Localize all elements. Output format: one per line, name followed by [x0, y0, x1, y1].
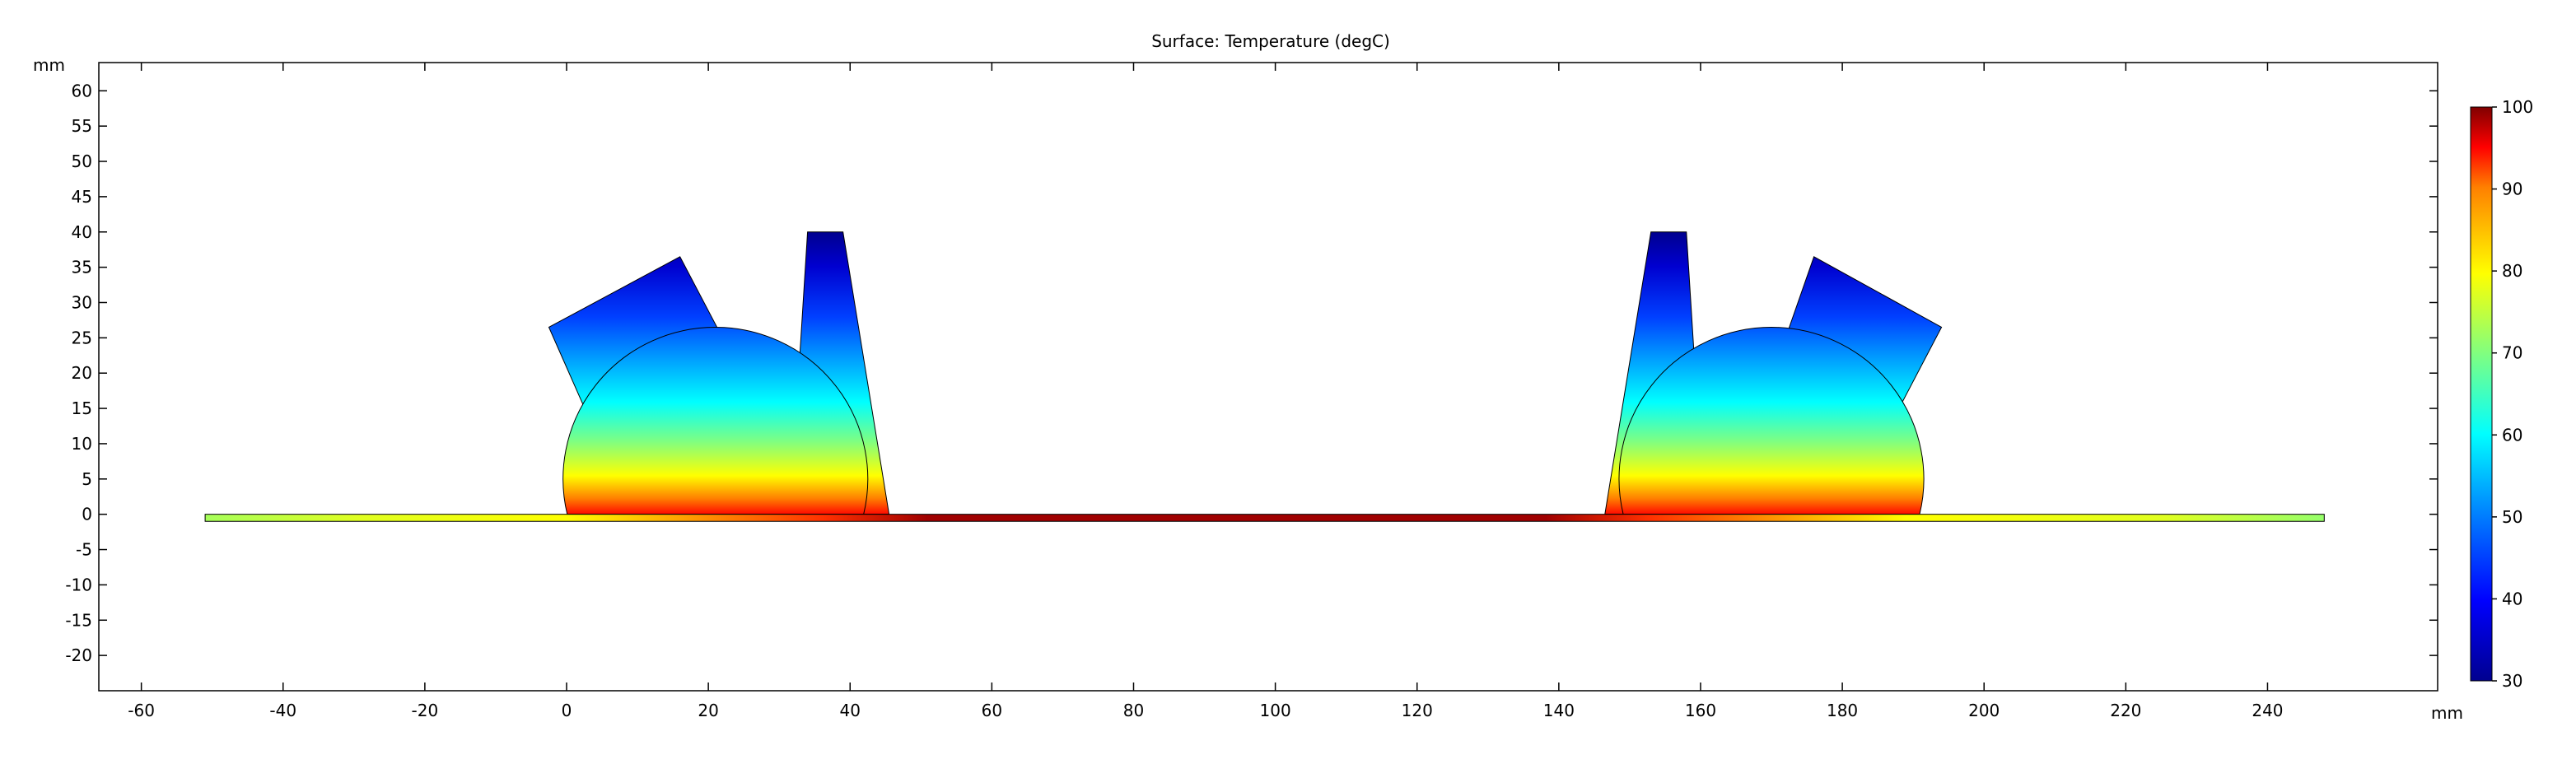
- y-tick-label: 10: [72, 434, 92, 454]
- y-tick-label: 35: [72, 258, 92, 277]
- y-tick-label: 0: [82, 505, 92, 524]
- x-tick-label: 160: [1685, 701, 1716, 720]
- colorbar-tick-label: 50: [2502, 507, 2522, 527]
- x-tick-label: 80: [1123, 701, 1144, 720]
- colorbar-tick-label: 60: [2502, 425, 2522, 445]
- y-tick-label: 60: [72, 81, 92, 100]
- y-axis-unit-label: mm: [33, 55, 65, 75]
- y-tick-label: 20: [72, 363, 92, 383]
- x-tick-label: 140: [1543, 701, 1575, 720]
- left-dome: [562, 327, 869, 515]
- x-tick-label: 120: [1402, 701, 1433, 720]
- base-plate: [204, 514, 2325, 522]
- y-tick-label: -15: [65, 610, 92, 630]
- plot-frame: [98, 62, 2438, 692]
- x-tick-label: 180: [1827, 701, 1858, 720]
- x-tick-label: 100: [1260, 701, 1291, 720]
- chart-title: Surface: Temperature (degC): [1151, 31, 1390, 51]
- colorbar-tick-label: 100: [2502, 97, 2533, 117]
- x-tick-label: 240: [2252, 701, 2283, 720]
- x-tick-label: 200: [1968, 701, 2000, 720]
- y-tick-label: 15: [72, 398, 92, 418]
- y-tick-label: 30: [72, 292, 92, 312]
- y-tick-label: 50: [72, 151, 92, 171]
- model-geometry: [204, 231, 2325, 522]
- colorbar-tick-label: 90: [2502, 179, 2522, 199]
- x-tick-label: 60: [982, 701, 1002, 720]
- colorbar-tick-label: 70: [2502, 343, 2522, 363]
- x-tick-label: 0: [562, 701, 572, 720]
- x-tick-label: 220: [2110, 701, 2141, 720]
- y-tick-label: 40: [72, 222, 92, 242]
- y-tick-label: -10: [65, 575, 92, 594]
- y-tick-label: -20: [65, 645, 92, 665]
- right-dome: [1618, 327, 1925, 515]
- colorbar: [2470, 106, 2493, 682]
- y-tick-label: 55: [72, 116, 92, 136]
- x-tick-label: 40: [840, 701, 861, 720]
- y-tick-label: 5: [82, 469, 92, 489]
- y-tick-label: 45: [72, 187, 92, 207]
- colorbar-tick-label: 80: [2502, 261, 2522, 281]
- x-tick-label: -40: [269, 701, 296, 720]
- colorbar-tick-label: 40: [2502, 589, 2522, 608]
- x-axis-unit-label: mm: [2431, 703, 2463, 723]
- x-tick-label: -20: [412, 701, 439, 720]
- y-tick-label: -5: [76, 540, 92, 560]
- colorbar-tick-label: 30: [2502, 671, 2522, 691]
- x-axis-ticks: -60 -40 -20 0 20 40 60 80 100 120 140 160 180 200 220 2…: [128, 63, 2284, 720]
- x-tick-label: -60: [128, 701, 155, 720]
- x-tick-label: 20: [698, 701, 718, 720]
- colorbar-ticks: 100 90 80 70 60 50 40 30: [2492, 97, 2533, 691]
- y-tick-label: 25: [72, 328, 92, 347]
